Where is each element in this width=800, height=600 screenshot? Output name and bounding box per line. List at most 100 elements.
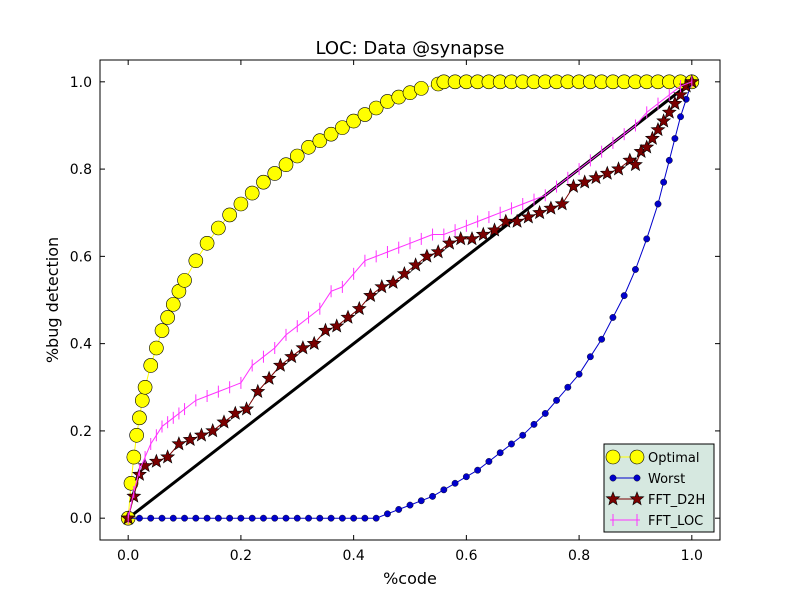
point-worst (260, 514, 267, 522)
point-worst (226, 514, 234, 522)
point-worst (519, 431, 527, 439)
series-optimal (120, 74, 700, 526)
point-optimal (278, 157, 294, 173)
point-fft-d2h (171, 436, 187, 451)
legend-item-worst: Worst (609, 472, 685, 487)
series-line-fft-loc (127, 81, 692, 519)
point-fft-d2h (295, 340, 311, 355)
point-worst (327, 514, 335, 522)
legend-label-fft-loc: FFT_LOC (648, 514, 703, 529)
point-worst (158, 514, 166, 522)
point-fft-d2h (408, 257, 424, 272)
point-fft-d2h (442, 235, 457, 250)
point-worst (654, 200, 662, 208)
point-worst (665, 156, 673, 164)
legend-marker-worst (633, 474, 641, 482)
legend-marker-optimal (629, 449, 645, 465)
y-tick-label: 1.0 (70, 75, 92, 91)
point-fft-d2h (340, 309, 356, 324)
point-fft-d2h (509, 213, 525, 228)
point-optimal (132, 410, 147, 426)
legend-marker-worst (609, 474, 617, 482)
point-fft-d2h (656, 113, 672, 128)
series-layer (120, 73, 700, 526)
point-worst (598, 335, 606, 343)
point-fft-d2h (272, 357, 288, 372)
point-optimal (323, 126, 339, 142)
point-fft-d2h (374, 279, 390, 294)
point-fft-d2h (250, 383, 266, 398)
x-tick-label: 0.2 (230, 548, 252, 564)
point-optimal (129, 427, 144, 443)
point-worst (316, 514, 324, 522)
point-worst (508, 440, 515, 448)
point-worst (237, 514, 245, 522)
point-worst (530, 420, 538, 428)
point-fft-d2h (430, 244, 446, 259)
legend-item-optimal: Optimal (605, 449, 699, 466)
legend-label-optimal: Optimal (648, 451, 699, 466)
point-worst (671, 135, 679, 142)
point-optimal (267, 166, 283, 181)
point-fft-d2h (475, 226, 491, 241)
point-optimal (312, 133, 328, 149)
point-fft-d2h (284, 348, 300, 364)
legend-marker-fft-d2h (605, 491, 621, 506)
point-worst (169, 514, 177, 522)
point-optimal (165, 297, 181, 312)
point-worst (271, 514, 279, 522)
point-fft-d2h (554, 196, 570, 211)
point-fft-d2h (520, 209, 536, 224)
point-fft-d2h (650, 121, 666, 137)
point-fft-d2h (543, 200, 559, 215)
y-axis-label: %bug detection (43, 237, 62, 363)
legend-item-fft-loc: FFT_LOC (610, 514, 703, 529)
point-worst (429, 492, 436, 500)
point-fft-d2h (148, 453, 164, 468)
y-tick-label: 0.6 (70, 249, 92, 265)
point-fft-d2h (419, 248, 435, 263)
point-fft-d2h (588, 169, 604, 185)
point-fft-d2h (577, 174, 593, 189)
point-worst (282, 514, 290, 522)
point-worst (643, 235, 651, 243)
point-fft-d2h (644, 130, 660, 145)
point-fft-d2h (216, 414, 232, 429)
y-tick-label: 0.2 (70, 424, 92, 440)
point-worst (553, 396, 560, 404)
point-fft-d2h (182, 431, 198, 446)
point-worst (305, 514, 312, 522)
point-fft-d2h (363, 287, 378, 302)
y-tick-label: 0.4 (70, 337, 92, 353)
legend-box (603, 443, 715, 533)
point-worst (181, 514, 188, 522)
series-worst (124, 78, 696, 522)
point-worst (350, 514, 358, 522)
legend-label-worst: Worst (648, 472, 685, 487)
legend-marker-optimal (605, 449, 621, 465)
x-tick-label: 0.0 (117, 548, 139, 564)
legend-marker-fft-d2h (629, 491, 645, 506)
plot-frame (99, 59, 721, 541)
chart-title: LOC: Data @synapse (316, 38, 505, 59)
point-worst (395, 506, 403, 513)
point-fft-d2h (385, 274, 401, 289)
point-worst (338, 514, 346, 522)
point-optimal (126, 449, 142, 465)
point-fft-d2h (464, 231, 480, 246)
tick-layer: 0.0 0.2 0.4 0.6 0.8 1.0 0.0 0.2 0.4 0.6 0.8 1.0 (70, 60, 720, 564)
point-optimal (123, 475, 139, 491)
point-fft-d2h (137, 457, 153, 473)
point-worst (384, 510, 391, 518)
point-optimal (154, 323, 170, 338)
point-optimal (188, 253, 204, 269)
point-optimal (368, 100, 384, 116)
legend-label-fft-d2h: FFT_D2H (648, 493, 705, 508)
point-fft-d2h (261, 370, 277, 385)
point-optimal (199, 235, 215, 251)
point-worst (136, 514, 143, 522)
point-optimal (413, 81, 429, 96)
point-optimal (143, 358, 159, 373)
point-optimal (289, 148, 305, 164)
